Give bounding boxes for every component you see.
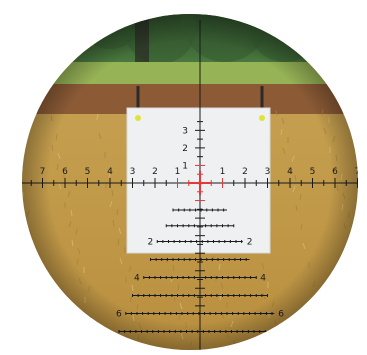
grass-blade xyxy=(322,337,326,345)
grass-blade xyxy=(7,116,9,122)
grass-blade xyxy=(47,335,51,343)
grass-blade xyxy=(356,279,358,287)
grass-blade xyxy=(272,330,276,338)
grass-blade xyxy=(15,154,16,160)
grass-blade xyxy=(364,318,366,324)
lens-vignette xyxy=(22,14,358,350)
grass-blade xyxy=(91,334,94,342)
grass-blade xyxy=(11,165,12,171)
grass-blade xyxy=(34,248,37,256)
grass-blade xyxy=(18,203,20,209)
grass-blade xyxy=(16,184,17,190)
grass-blade xyxy=(30,259,33,267)
grass-blade xyxy=(353,260,357,268)
grass-blade xyxy=(35,278,38,286)
grass-blade xyxy=(315,299,318,307)
grass-blade xyxy=(27,240,31,248)
grass-blade xyxy=(8,146,10,152)
grass-blade xyxy=(37,297,41,305)
grass-blade xyxy=(17,173,19,179)
foliage-clump xyxy=(22,14,56,61)
grass-blade xyxy=(362,299,363,305)
foliage-clump xyxy=(300,14,358,60)
grass-blade xyxy=(10,135,11,141)
grass-blade xyxy=(320,318,323,326)
grass-blade xyxy=(352,230,356,238)
grass-blade xyxy=(316,329,319,337)
grass-blade xyxy=(279,338,282,346)
